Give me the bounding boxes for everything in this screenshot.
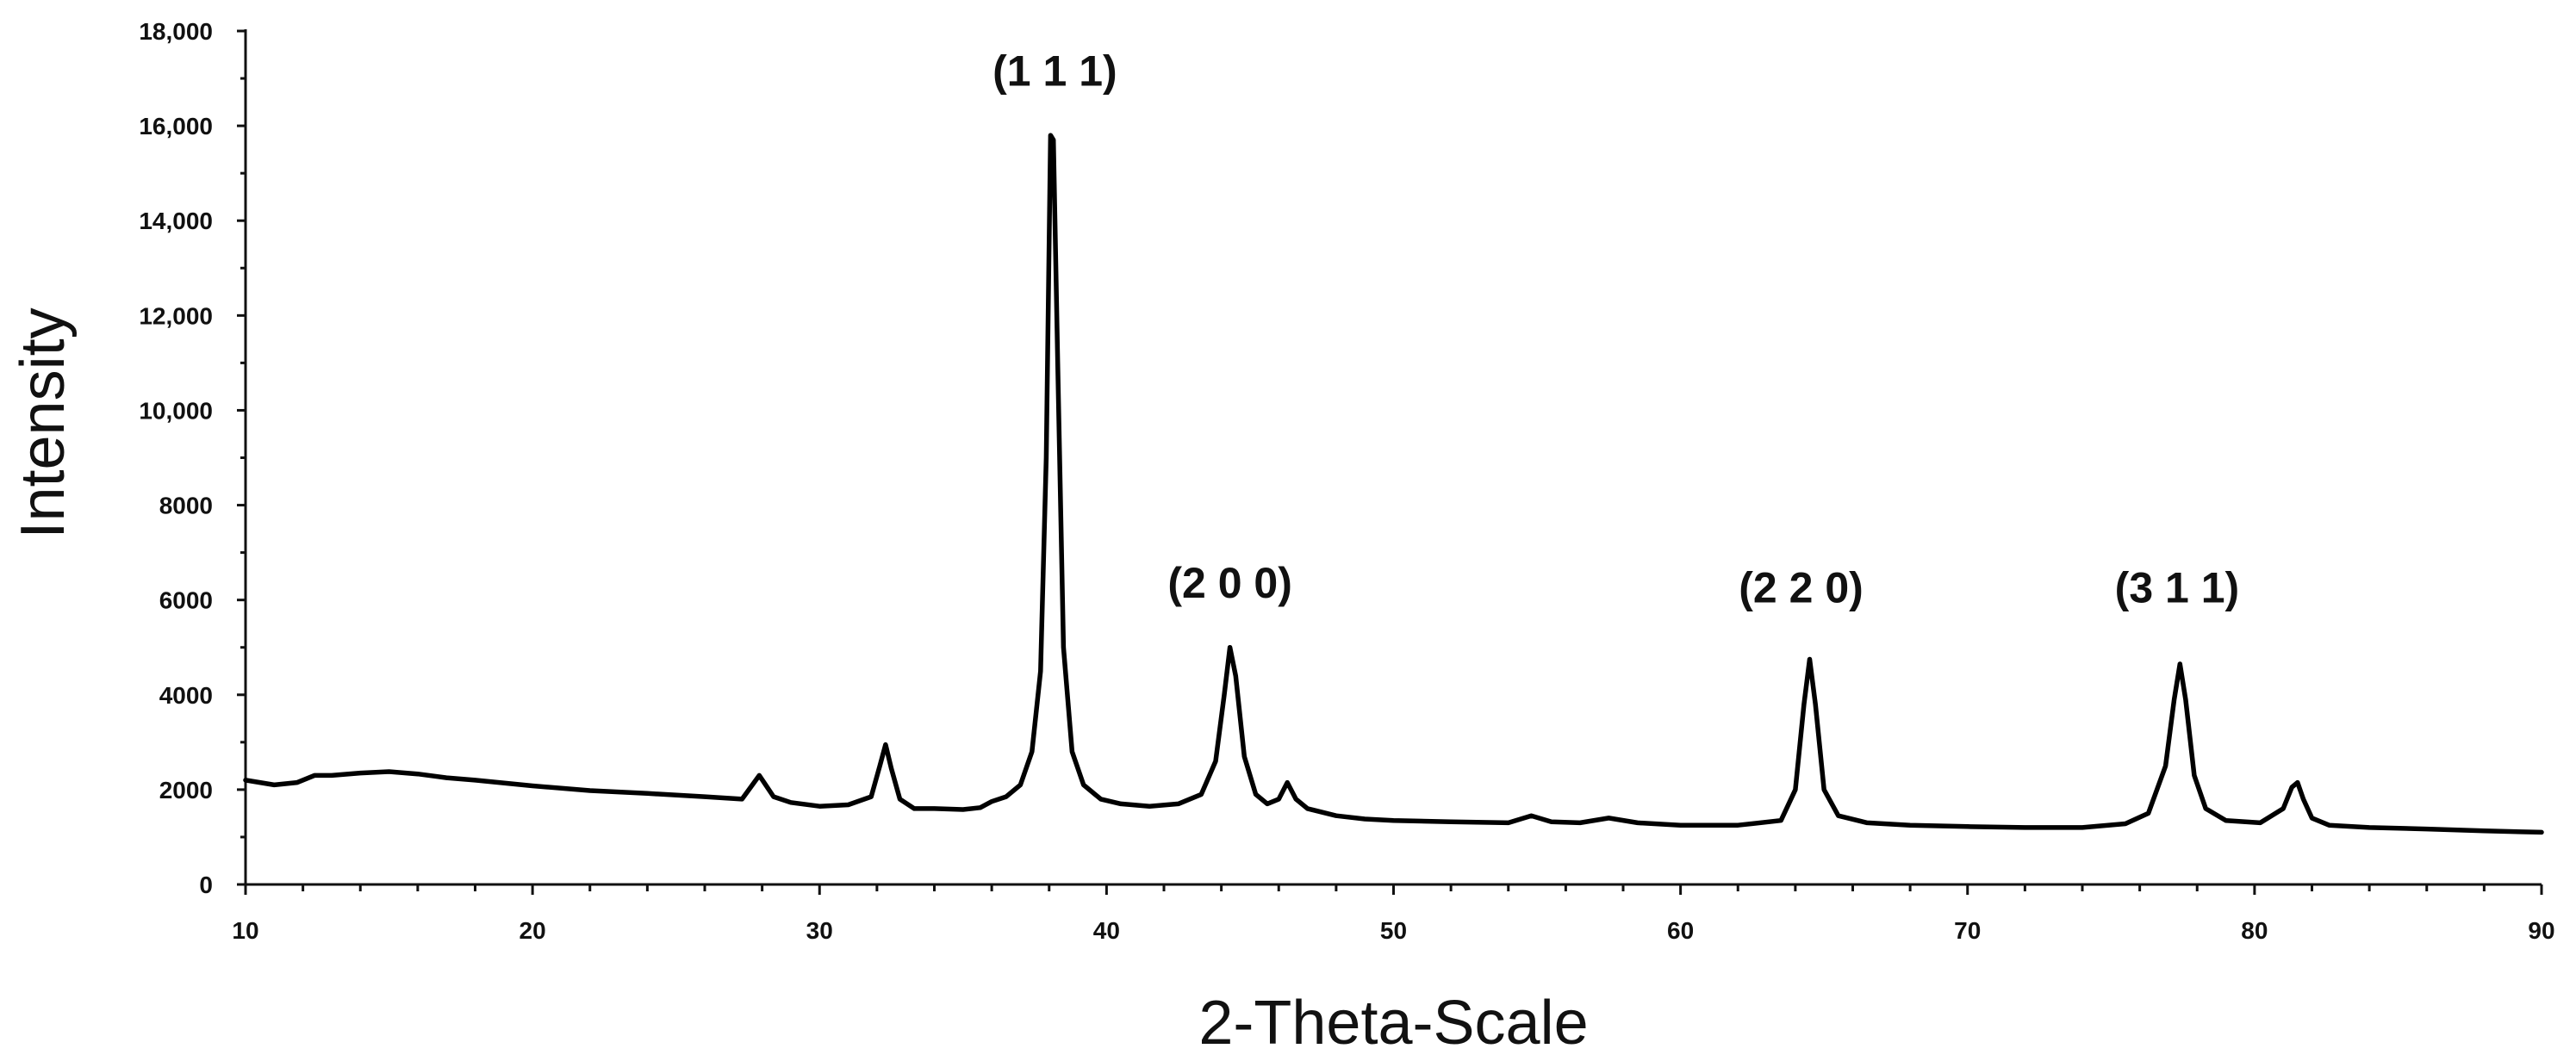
y-tick-label: 16,000 [139,113,213,140]
y-tick-label: 14,000 [139,208,213,234]
x-tick-label: 80 [2241,917,2268,944]
x-tick-label: 90 [2528,917,2554,944]
y-tick-label: 4000 [159,682,213,709]
peak-label: (2 2 0) [1739,563,1864,611]
peak-annotations: (1 1 1) (2 0 0) (2 2 0) (3 1 1) [992,47,2239,611]
y-ticks: 0 2000 4000 6000 8000 10,000 12,000 14,000 16,00… [139,18,246,898]
y-tick-label: 6000 [159,587,213,614]
x-tick-label: 20 [520,917,546,944]
x-tick-label: 50 [1380,917,1407,944]
y-tick-label: 12,000 [139,302,213,329]
y-axis-title: Intensity [9,307,78,538]
x-tick-label: 70 [1954,917,1981,944]
peak-label: (2 0 0) [1167,559,1292,607]
y-axis: 0 2000 4000 6000 8000 10,000 12,000 14,000 16,00… [139,18,247,898]
x-tick-label: 30 [806,917,833,944]
x-tick-label: 40 [1093,917,1120,944]
y-tick-label: 0 [199,872,213,898]
y-tick-label: 10,000 [139,397,213,424]
y-tick-label: 2000 [159,777,213,804]
x-axis-title: 2-Theta-Scale [1198,989,1588,1058]
series-line [243,133,2544,835]
y-tick-label: 8000 [159,493,213,519]
x-tick-label: 10 [232,917,258,944]
x-tick-label: 60 [1667,917,1694,944]
x-ticks: 10 20 30 40 50 60 70 80 90 [232,884,2555,944]
peak-label: (3 1 1) [2115,563,2240,611]
peak-label: (1 1 1) [992,47,1117,95]
x-axis: 10 20 30 40 50 60 70 80 90 [232,883,2555,944]
y-tick-label: 18,000 [139,18,213,45]
